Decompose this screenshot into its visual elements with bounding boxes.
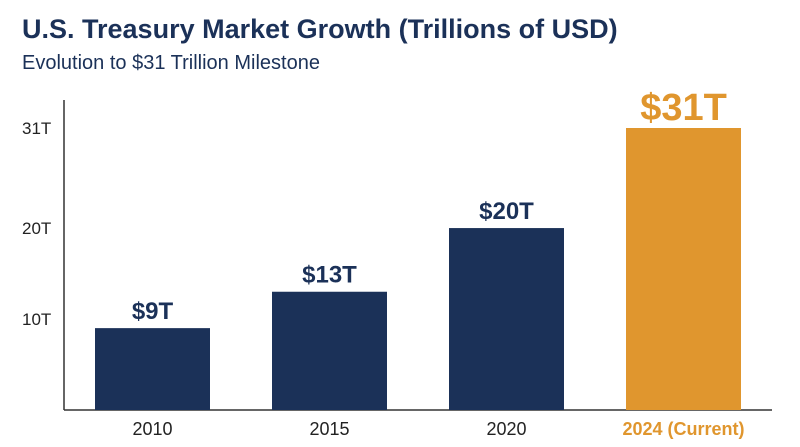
x-category-label: 2024 (Current) xyxy=(622,419,744,439)
bar-2015 xyxy=(272,291,387,410)
y-axis-ticks: 10T 20T 31T xyxy=(22,119,51,329)
x-category-label: 2010 xyxy=(132,419,172,439)
x-axis-labels: 2010 2015 2020 2024 (Current) xyxy=(132,419,744,439)
x-category-label: 2015 xyxy=(309,419,349,439)
bar-2020 xyxy=(449,228,564,410)
bar-value-label: $13T xyxy=(302,262,357,289)
bar-2010 xyxy=(95,328,210,410)
bar-value-label: $31T xyxy=(640,87,727,129)
y-tick-label: 31T xyxy=(22,119,51,138)
chart-subtitle: Evolution to $31 Trillion Milestone xyxy=(22,52,320,74)
bar-value-label: $9T xyxy=(132,298,174,325)
y-tick-label: 10T xyxy=(22,310,51,329)
chart-title: U.S. Treasury Market Growth (Trillions o… xyxy=(22,14,618,44)
bar-value-labels: $9T $13T $20T $31T xyxy=(132,87,727,325)
chart-bars xyxy=(95,128,741,410)
y-tick-label: 20T xyxy=(22,219,51,238)
bar-value-label: $20T xyxy=(479,198,534,225)
bar-2024 xyxy=(626,128,741,410)
x-category-label: 2020 xyxy=(486,419,526,439)
